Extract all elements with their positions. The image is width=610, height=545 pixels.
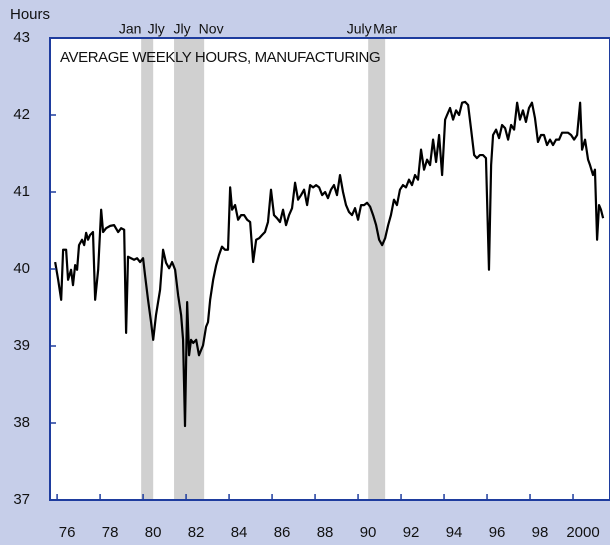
x-tick-label: 80: [145, 524, 162, 541]
recession-band: [141, 38, 154, 500]
y-tick-label: 41: [13, 183, 30, 200]
y-tick-label: 42: [13, 106, 30, 123]
x-tick-label: 90: [360, 524, 377, 541]
y-tick-label: 37: [13, 491, 30, 508]
recession-end-label: Mar: [373, 21, 397, 37]
x-tick-label: 98: [532, 524, 549, 541]
x-tick-label: 96: [489, 524, 506, 541]
recession-start-label: July: [347, 21, 372, 37]
recession-start-label: Jan: [119, 21, 142, 37]
data-line: [54, 100, 605, 428]
x-tick-label: 92: [403, 524, 420, 541]
x-tick-label: 76: [59, 524, 76, 541]
recession-band: [174, 38, 205, 500]
chart-title: AVERAGE WEEKLY HOURS, MANUFACTURING: [60, 49, 380, 66]
y-tick-label: 39: [13, 337, 30, 354]
y-axis-label: Hours: [10, 6, 50, 23]
x-tick-label: 84: [231, 524, 248, 541]
x-tick-label: 82: [188, 524, 205, 541]
recession-end-label: Jly: [148, 21, 165, 37]
x-tick-label: 88: [317, 524, 334, 541]
recession-end-label: Nov: [199, 21, 224, 37]
x-tick-label: 86: [274, 524, 291, 541]
y-tick-label: 40: [13, 260, 30, 277]
y-tick-label: 43: [13, 29, 30, 46]
x-tick-label: 78: [102, 524, 119, 541]
recession-start-label: Jly: [173, 21, 190, 37]
plot-area: [50, 38, 610, 500]
recession-band: [368, 38, 386, 500]
x-tick-label: 94: [446, 524, 463, 541]
y-tick-label: 38: [13, 414, 30, 431]
x-tick-label: 2000: [566, 524, 599, 541]
